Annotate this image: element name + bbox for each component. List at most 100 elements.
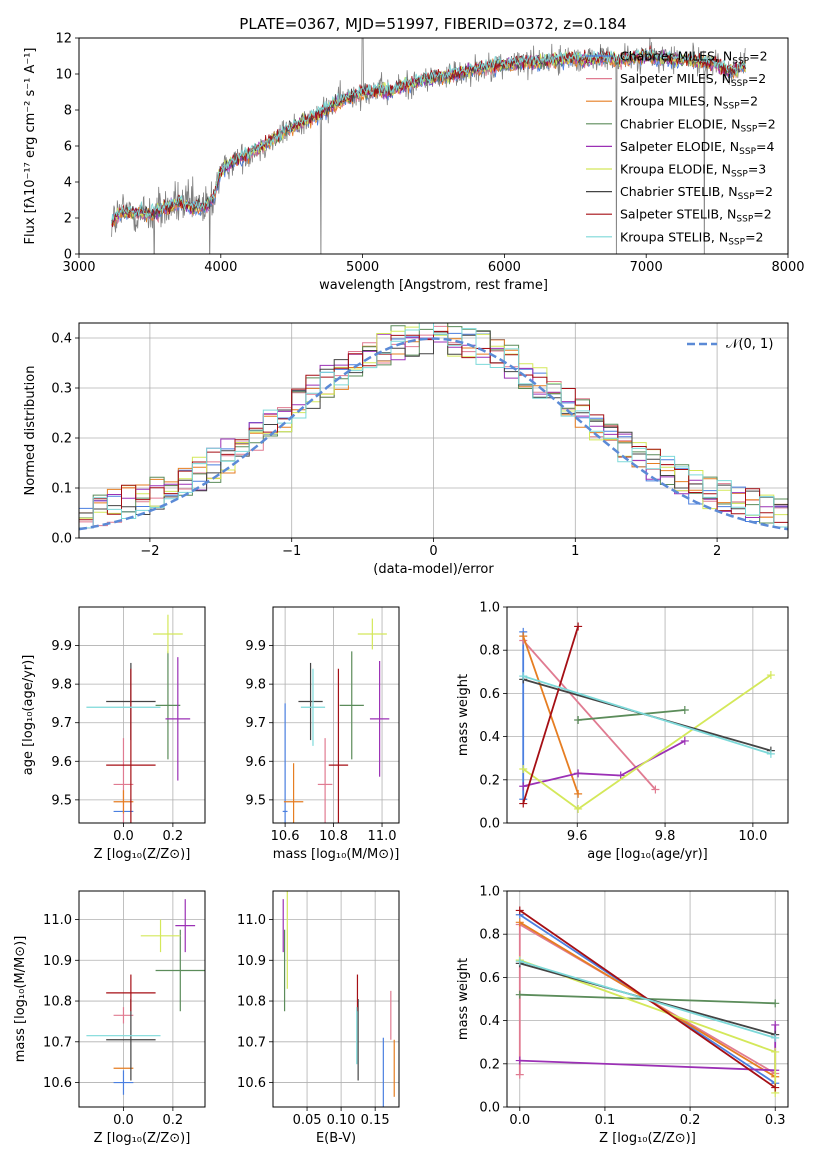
plot-area-spectrum — [111, 38, 746, 254]
plot-area-residuals — [79, 323, 788, 531]
x-axis-label: Z [log₁₀(Z/Z⊙)] — [94, 847, 191, 862]
legend-suffix: =2 — [757, 116, 775, 131]
legend-label: Chabrier STELIB, N — [620, 184, 738, 199]
x-tick-label: 5000 — [346, 260, 379, 275]
legend-entry: Kroupa STELIB, NSSP=2 — [620, 229, 764, 247]
weight-marker — [515, 918, 524, 927]
x-tick-label: 9.6 — [567, 829, 588, 844]
y-tick-label: 10.7 — [43, 1035, 72, 1050]
y-tick-label: 0.6 — [479, 687, 500, 702]
y-tick-label: 0.1 — [51, 482, 72, 497]
y-axis-label: mass weight — [456, 958, 471, 1040]
axes-frame — [78, 37, 789, 255]
y-tick-label: 0.3 — [51, 382, 72, 397]
y-tick-label: 9.8 — [51, 678, 72, 693]
x-axis-label: Z [log₁₀(Z/Z⊙)] — [94, 1131, 191, 1146]
legend-subscript: SSP — [731, 79, 748, 89]
y-tick-label: 10.9 — [237, 954, 266, 969]
weight-marker — [519, 672, 528, 681]
y-tick-label: 0.2 — [479, 773, 500, 788]
weight-marker — [574, 769, 583, 778]
y-tick-label: 9.9 — [245, 639, 266, 654]
y-axis-label: mass weight — [456, 674, 471, 756]
y-tick-label: 12 — [55, 32, 72, 47]
x-axis-label: mass [log₁₀(M/M⊙)] — [273, 847, 400, 862]
y-tick-label: 4 — [64, 176, 72, 191]
x-axis-label: (data-model)/error — [373, 562, 494, 577]
weight-marker — [574, 789, 583, 798]
weight-marker — [616, 771, 625, 780]
plot-area-age_vs_Z — [86, 614, 191, 823]
plot-area-mass_vs_Z — [86, 899, 205, 1095]
x-tick-label: 1 — [571, 544, 579, 559]
plot-spectrum: 3000 4000 5000 6000 7000 8000 0 2 4 6 8 10 12 wavelen… — [23, 32, 805, 294]
x-tick-label: 11.0 — [368, 829, 397, 844]
legend-entry: Chabrier STELIB, NSSP=2 — [620, 184, 773, 202]
legend-label: Chabrier MILES, N — [620, 49, 732, 64]
y-tick-label: 1.0 — [479, 885, 500, 900]
normal-curve — [79, 337, 788, 531]
y-tick-label: 0.4 — [51, 332, 72, 347]
weight-marker — [771, 999, 780, 1008]
y-tick-label: 0 — [64, 248, 72, 263]
legend-subscript: SSP — [740, 124, 757, 134]
legend-subscript: SSP — [728, 237, 745, 247]
x-tick-label: 0.0 — [113, 1113, 134, 1128]
x-axis-label: age [log₁₀(age/yr)] — [587, 847, 708, 862]
plot-residuals: −2 −1 0 1 2 0.0 0.1 0.2 0.3 0.4 (data-model)/error… — [23, 322, 789, 577]
y-tick-label: 9.7 — [245, 716, 266, 731]
y-axis-label: age [log₁₀(age/yr)] — [21, 655, 36, 776]
x-tick-label: 0.3 — [765, 1113, 786, 1128]
x-tick-label: 10.6 — [271, 829, 300, 844]
x-axis-label: E(B-V) — [316, 1131, 356, 1146]
y-tick-label: 0.4 — [479, 730, 500, 745]
y-tick-label: 10.9 — [43, 954, 72, 969]
x-tick-label: 2 — [713, 544, 721, 559]
axes-frame — [78, 890, 206, 1108]
weight-marker — [515, 990, 524, 999]
legend-label: Kroupa STELIB, N — [620, 229, 728, 244]
y-tick-label: 9.6 — [51, 755, 72, 770]
weight-marker — [519, 632, 528, 641]
y-tick-label: 0.2 — [51, 432, 72, 447]
axes-frame — [78, 322, 789, 539]
weight-marker — [680, 736, 689, 745]
x-tick-label: −1 — [282, 544, 301, 559]
y-tick-label: 0.8 — [479, 644, 500, 659]
x-tick-label: 0.2 — [163, 1113, 184, 1128]
legend-suffix: =2 — [745, 229, 763, 244]
y-axis-label: Normed distribution — [23, 366, 38, 496]
y-tick-label: 8 — [64, 104, 72, 119]
weight-line — [522, 675, 772, 755]
residual-histogram — [79, 323, 788, 529]
x-tick-label: −2 — [140, 544, 159, 559]
plot-weight_vs_age: 9.6 9.8 10.0 0.0 0.2 0.4 0.6 0.8 1.0 age [log₁₀(a… — [456, 601, 789, 862]
axes-frame — [78, 606, 206, 824]
legend-suffix: =2 — [755, 184, 773, 199]
weight-marker — [515, 1070, 524, 1079]
x-axis-label: wavelength [Angstrom, rest frame] — [319, 278, 548, 293]
axes-frame — [506, 606, 789, 824]
legend-label: Chabrier ELODIE, N — [620, 116, 740, 131]
axes-frame — [272, 606, 400, 824]
plot-age_vs_Z: 0.0 0.2 9.5 9.6 9.7 9.8 9.9 Z [log₁₀(Z/Z⊙)] age … — [21, 606, 206, 862]
legend-suffix: =2 — [740, 94, 758, 109]
weight-marker — [515, 906, 524, 915]
legend-suffix: =2 — [753, 207, 771, 222]
weight-marker — [515, 957, 524, 966]
legend-entry: Salpeter STELIB, NSSP=2 — [620, 207, 772, 225]
x-tick-label: 0.1 — [595, 1113, 616, 1128]
legend-entry: Kroupa MILES, NSSP=2 — [620, 94, 758, 112]
legend-label: Kroupa MILES, N — [620, 94, 723, 109]
y-tick-label: 2 — [64, 212, 72, 227]
weight-marker — [574, 622, 583, 631]
y-tick-label: 0.4 — [479, 1014, 500, 1029]
weight-line — [519, 960, 776, 1039]
y-tick-label: 0.0 — [51, 532, 72, 547]
legend-label: 𝒩(0, 1) — [726, 337, 773, 352]
figure-title: PLATE=0367, MJD=51997, FIBERID=0372, z=0… — [239, 15, 626, 33]
weight-marker — [680, 706, 689, 715]
legend-entry: Salpeter MILES, NSSP=2 — [620, 71, 766, 89]
y-tick-label: 0.0 — [479, 1101, 500, 1116]
